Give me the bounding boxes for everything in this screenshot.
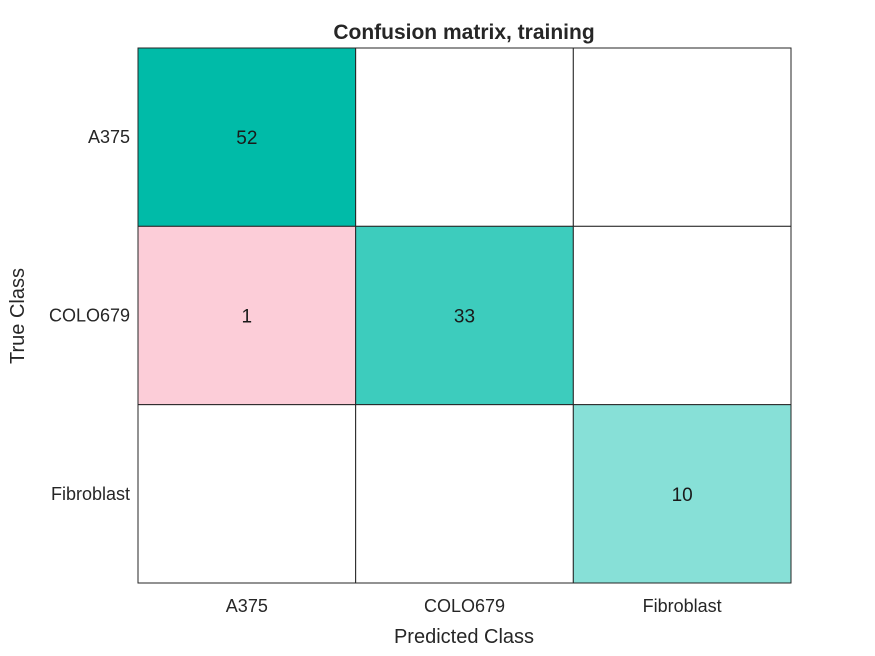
y-tick-label: A375 bbox=[88, 127, 130, 147]
matrix-cell bbox=[572, 47, 792, 227]
matrix-cells bbox=[137, 47, 792, 584]
matrix-cell bbox=[355, 47, 574, 227]
matrix-cell bbox=[572, 225, 792, 406]
chart-title: Confusion matrix, training bbox=[333, 21, 594, 44]
matrix-cell bbox=[572, 404, 792, 584]
x-tick-label: Fibroblast bbox=[643, 596, 722, 616]
cell-value-label: 1 bbox=[242, 307, 253, 328]
y-tick-label: Fibroblast bbox=[51, 484, 130, 504]
y-axis-label: True Class bbox=[7, 268, 29, 364]
matrix-cell bbox=[137, 404, 357, 584]
matrix-cell bbox=[137, 47, 357, 227]
cell-value-label: 33 bbox=[454, 307, 475, 328]
x-tick-label: A375 bbox=[226, 596, 268, 616]
y-tick-labels: A375 COLO679 Fibroblast bbox=[49, 127, 130, 504]
matrix-cell bbox=[137, 225, 357, 406]
x-tick-label: COLO679 bbox=[424, 596, 505, 616]
x-axis-label: Predicted Class bbox=[394, 626, 534, 648]
matrix-cell bbox=[355, 404, 574, 584]
x-tick-labels: A375 COLO679 Fibroblast bbox=[226, 596, 722, 616]
y-tick-label: COLO679 bbox=[49, 306, 130, 326]
cell-value-label: 10 bbox=[672, 485, 693, 506]
cell-values: 52 1 33 10 bbox=[236, 128, 692, 506]
cell-value-label: 52 bbox=[236, 128, 257, 149]
matrix-cell bbox=[355, 225, 574, 406]
